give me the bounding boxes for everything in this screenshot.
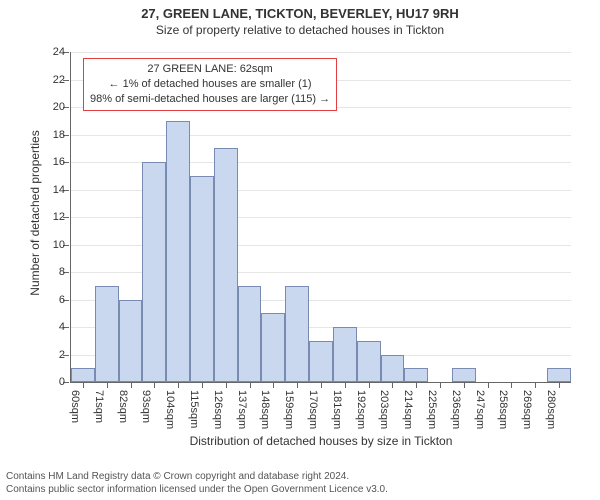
x-tick-label: 159sqm [283, 390, 295, 429]
y-tick-label: 8 [41, 266, 65, 278]
grid-line [71, 135, 571, 136]
histogram-bar [214, 148, 238, 382]
x-tick [226, 382, 227, 388]
x-tick-label: 247sqm [474, 390, 486, 429]
x-tick [392, 382, 393, 388]
x-tick-label: 181sqm [331, 390, 343, 429]
y-tick-label: 4 [41, 321, 65, 333]
histogram-bar [333, 327, 357, 382]
x-tick-label: 269sqm [521, 390, 533, 429]
y-tick-label: 20 [41, 101, 65, 113]
footer-line-2: Contains public sector information licen… [6, 484, 388, 497]
histogram-bar [119, 300, 143, 383]
x-tick-label: 126sqm [212, 390, 224, 429]
x-tick [559, 382, 560, 388]
x-tick [297, 382, 298, 388]
histogram-bar [381, 355, 405, 383]
x-tick [369, 382, 370, 388]
x-tick [321, 382, 322, 388]
histogram-bar [261, 313, 285, 382]
y-tick-label: 6 [41, 294, 65, 306]
x-tick-label: 71sqm [93, 390, 105, 423]
histogram-bar [404, 368, 428, 382]
x-tick-label: 236sqm [450, 390, 462, 429]
grid-line [71, 52, 571, 53]
x-tick-label: 225sqm [426, 390, 438, 429]
x-tick-label: 280sqm [545, 390, 557, 429]
y-tick-label: 18 [41, 129, 65, 141]
chart-subtitle: Size of property relative to detached ho… [0, 23, 600, 37]
y-tick-label: 2 [41, 349, 65, 361]
annotation-box: 27 GREEN LANE: 62sqm ← 1% of detached ho… [83, 58, 337, 111]
x-tick-label: 192sqm [355, 390, 367, 429]
histogram-bar [95, 286, 119, 382]
footer: Contains HM Land Registry data © Crown c… [6, 471, 388, 496]
histogram-bar [452, 368, 476, 382]
histogram-bar [238, 286, 262, 382]
x-tick-label: 137sqm [236, 390, 248, 429]
chart-title: 27, GREEN LANE, TICKTON, BEVERLEY, HU17 … [0, 6, 600, 21]
x-tick [535, 382, 536, 388]
annotation-line-1: 27 GREEN LANE: 62sqm [90, 62, 330, 77]
histogram-bar [166, 121, 190, 382]
x-tick [83, 382, 84, 388]
footer-line-1: Contains HM Land Registry data © Crown c… [6, 471, 388, 484]
histogram-bar [309, 341, 333, 382]
x-tick [250, 382, 251, 388]
chart-titles: 27, GREEN LANE, TICKTON, BEVERLEY, HU17 … [0, 0, 600, 37]
y-tick-label: 16 [41, 156, 65, 168]
x-tick [440, 382, 441, 388]
x-tick-label: 214sqm [402, 390, 414, 429]
x-tick [178, 382, 179, 388]
x-tick [131, 382, 132, 388]
annotation-line-3: 98% of semi-detached houses are larger (… [90, 92, 330, 107]
histogram-bar [142, 162, 166, 382]
y-tick-label: 0 [41, 376, 65, 388]
x-tick [202, 382, 203, 388]
x-tick [273, 382, 274, 388]
y-tick-label: 22 [41, 74, 65, 86]
y-tick-label: 12 [41, 211, 65, 223]
x-tick [154, 382, 155, 388]
annotation-line-2: ← 1% of detached houses are smaller (1) [90, 77, 330, 92]
histogram-bar [547, 368, 571, 382]
x-tick-label: 93sqm [140, 390, 152, 423]
x-tick [345, 382, 346, 388]
x-tick [464, 382, 465, 388]
plot-area: Distribution of detached houses by size … [70, 52, 571, 383]
x-tick-label: 115sqm [188, 390, 200, 428]
chart-area: Number of detached properties Distributi… [46, 48, 576, 418]
x-tick-label: 60sqm [69, 390, 81, 423]
x-tick [488, 382, 489, 388]
histogram-bar [190, 176, 214, 382]
histogram-bar [285, 286, 309, 382]
x-tick-label: 148sqm [259, 390, 271, 429]
x-tick-label: 258sqm [497, 390, 509, 429]
x-tick [511, 382, 512, 388]
histogram-bar [71, 368, 95, 382]
x-tick [107, 382, 108, 388]
y-tick-label: 14 [41, 184, 65, 196]
y-axis-label: Number of detached properties [28, 130, 42, 295]
x-tick [416, 382, 417, 388]
y-tick-label: 24 [41, 46, 65, 58]
x-tick-label: 203sqm [378, 390, 390, 429]
x-axis-label: Distribution of detached houses by size … [71, 434, 571, 448]
y-tick-label: 10 [41, 239, 65, 251]
histogram-bar [357, 341, 381, 382]
x-tick-label: 104sqm [164, 390, 176, 429]
x-tick-label: 170sqm [307, 390, 319, 429]
x-tick-label: 82sqm [117, 390, 129, 423]
